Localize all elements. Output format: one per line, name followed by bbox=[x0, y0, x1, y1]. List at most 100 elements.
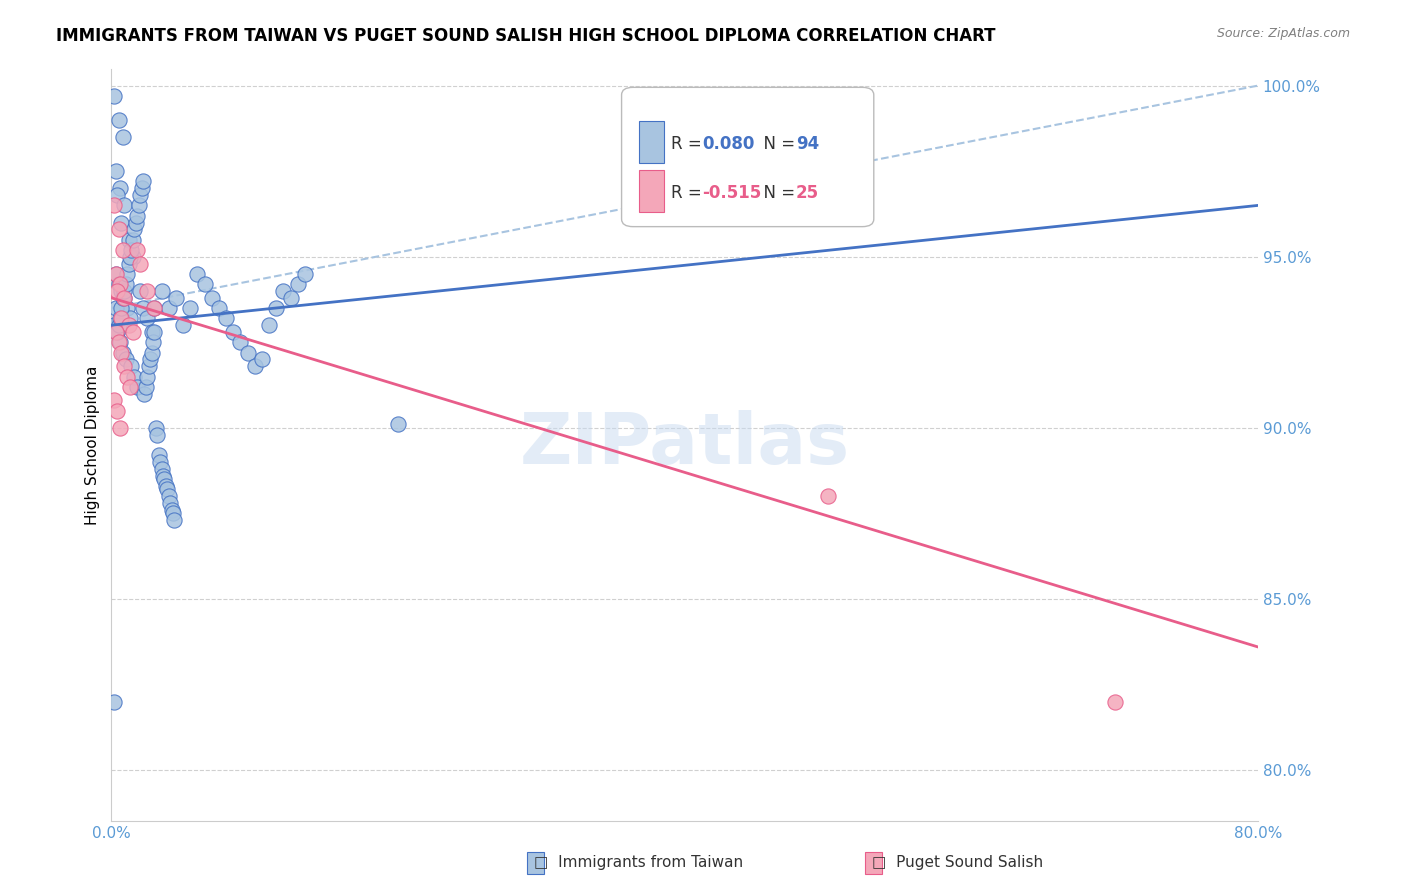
Point bbox=[115, 267, 138, 281]
Point bbox=[114, 352, 136, 367]
Point bbox=[273, 284, 295, 298]
Text: N =: N = bbox=[754, 184, 801, 202]
Point bbox=[156, 483, 179, 497]
Point bbox=[125, 215, 148, 229]
Point bbox=[134, 386, 156, 401]
Point bbox=[104, 164, 127, 178]
Point bbox=[172, 318, 194, 333]
Point bbox=[222, 325, 245, 339]
Point bbox=[132, 301, 155, 315]
Point bbox=[201, 291, 224, 305]
Point bbox=[115, 369, 138, 384]
Point bbox=[152, 468, 174, 483]
Point bbox=[145, 421, 167, 435]
Point bbox=[143, 325, 166, 339]
Point bbox=[112, 291, 135, 305]
Point bbox=[104, 301, 127, 315]
Point bbox=[110, 311, 132, 326]
Point bbox=[107, 318, 129, 333]
Point bbox=[110, 301, 132, 315]
Point bbox=[118, 380, 141, 394]
Point bbox=[131, 181, 153, 195]
Point bbox=[122, 233, 145, 247]
Point bbox=[129, 257, 152, 271]
Point bbox=[110, 345, 132, 359]
Point bbox=[107, 222, 129, 236]
Point bbox=[163, 513, 186, 527]
Point bbox=[118, 250, 141, 264]
Point bbox=[129, 284, 152, 298]
Point bbox=[127, 209, 149, 223]
Point bbox=[143, 301, 166, 315]
Point bbox=[112, 284, 135, 298]
Point bbox=[121, 243, 143, 257]
Point bbox=[136, 311, 159, 326]
Point bbox=[138, 359, 160, 374]
Point bbox=[128, 198, 150, 212]
Point bbox=[118, 311, 141, 326]
Text: R =: R = bbox=[671, 135, 707, 153]
Text: N =: N = bbox=[754, 135, 801, 153]
Point bbox=[162, 507, 184, 521]
Point bbox=[111, 243, 134, 257]
Point bbox=[108, 311, 131, 326]
Point bbox=[103, 393, 125, 408]
Point bbox=[117, 257, 139, 271]
Point bbox=[114, 277, 136, 292]
FancyBboxPatch shape bbox=[621, 87, 873, 227]
Point bbox=[127, 380, 149, 394]
Text: 94: 94 bbox=[796, 135, 820, 153]
Point bbox=[143, 301, 166, 315]
Point bbox=[112, 291, 135, 305]
Point bbox=[107, 335, 129, 350]
Point bbox=[817, 489, 839, 503]
Point bbox=[155, 479, 177, 493]
Point bbox=[150, 284, 173, 298]
Point bbox=[104, 267, 127, 281]
Point bbox=[257, 318, 280, 333]
Point bbox=[132, 174, 155, 188]
Point bbox=[127, 243, 149, 257]
Point bbox=[141, 325, 163, 339]
Point bbox=[149, 455, 172, 469]
Point bbox=[159, 496, 181, 510]
Point bbox=[157, 301, 180, 315]
Text: □  Immigrants from Taiwan: □ Immigrants from Taiwan bbox=[534, 855, 744, 870]
Point bbox=[141, 345, 163, 359]
Point bbox=[148, 448, 170, 462]
Point bbox=[142, 335, 165, 350]
Point bbox=[129, 188, 152, 202]
Point bbox=[124, 222, 146, 236]
Text: Source: ZipAtlas.com: Source: ZipAtlas.com bbox=[1216, 27, 1350, 40]
Point bbox=[150, 462, 173, 476]
Point bbox=[146, 427, 169, 442]
Point bbox=[153, 472, 176, 486]
Text: 25: 25 bbox=[796, 184, 818, 202]
Text: □  Puget Sound Salish: □ Puget Sound Salish bbox=[872, 855, 1043, 870]
Point bbox=[115, 301, 138, 315]
Point bbox=[157, 489, 180, 503]
Point bbox=[236, 345, 259, 359]
Point bbox=[294, 267, 316, 281]
Point bbox=[135, 380, 157, 394]
Point bbox=[122, 250, 145, 264]
Point bbox=[250, 352, 273, 367]
Point bbox=[160, 503, 183, 517]
Point bbox=[105, 403, 128, 417]
Point bbox=[121, 359, 143, 374]
Point bbox=[111, 345, 134, 359]
Point bbox=[111, 130, 134, 145]
Text: R =: R = bbox=[671, 184, 707, 202]
Point bbox=[105, 325, 128, 339]
Point bbox=[111, 291, 134, 305]
Point bbox=[122, 325, 145, 339]
Point bbox=[165, 291, 187, 305]
Point bbox=[103, 89, 125, 103]
Point bbox=[105, 325, 128, 339]
Point bbox=[110, 215, 132, 229]
Point bbox=[136, 369, 159, 384]
Point bbox=[117, 318, 139, 333]
Point bbox=[287, 277, 309, 292]
Text: 0.080: 0.080 bbox=[702, 135, 754, 153]
Bar bbox=[638, 170, 664, 211]
